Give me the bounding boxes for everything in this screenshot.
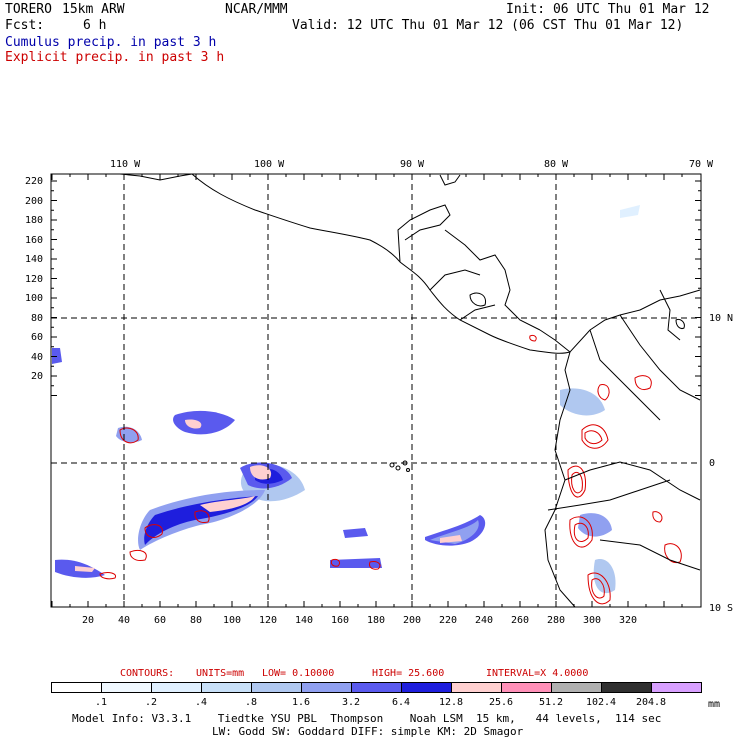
legend-unit: mm	[708, 699, 721, 710]
explicit-precip-contours	[99, 335, 682, 605]
x-tick-label: 60	[154, 615, 167, 626]
model-physics: LW: Godd SW: Goddard DIFF: simple KM: 2D…	[212, 725, 524, 738]
legend-swatch	[201, 682, 252, 693]
y-tick-label: 20	[31, 371, 44, 382]
legend-label: .2	[144, 697, 158, 708]
legend-label: 204.8	[635, 697, 667, 708]
lon-label-110w: 110 W	[110, 159, 141, 170]
x-tick-label: 240	[475, 615, 494, 626]
x-tick-label: 180	[367, 615, 386, 626]
axis-ticks	[51, 174, 701, 607]
legend-swatch	[651, 682, 702, 693]
x-tick-label: 80	[190, 615, 203, 626]
lon-label-80w: 80 W	[544, 159, 569, 170]
model-info: Model Info: V3.3.1 Tiedtke YSU PBL Thomp…	[72, 712, 662, 725]
x-tick-label: 160	[331, 615, 350, 626]
x-tick-label: 120	[259, 615, 278, 626]
x-tick-label: 100	[223, 615, 242, 626]
field-cumulus-label: Cumulus precip. in past 3 h	[5, 35, 217, 50]
y-tick-label: 100	[25, 293, 44, 304]
legend-label: .8	[244, 697, 258, 708]
y-tick-label: 160	[25, 234, 44, 246]
x-tick-label: 280	[547, 615, 566, 626]
lon-label-100w: 100 W	[254, 159, 285, 170]
forecast-label: Fcst:	[5, 18, 45, 33]
x-tick-label: 140	[295, 615, 314, 626]
legend-label: 3.2	[341, 697, 361, 708]
valid-time: Valid: 12 UTC Thu 01 Mar 12 (06 CST Thu …	[292, 18, 684, 33]
y-tick-label: 200	[25, 195, 44, 207]
x-tick-label: 40	[118, 615, 131, 626]
legend-swatch	[101, 682, 152, 693]
y-tick-label: 80	[31, 312, 44, 324]
lat-lon-grid	[51, 174, 701, 607]
y-tick-label: 40	[31, 351, 44, 363]
contours-label: CONTOURS:	[120, 668, 175, 679]
legend-swatch	[301, 682, 352, 693]
legend-swatch	[51, 682, 102, 693]
x-tick-label: 20	[82, 615, 95, 626]
forecast-hour: 6 h	[83, 18, 107, 33]
legend-swatch	[251, 682, 302, 693]
lat-label-10s: 10 S	[709, 603, 734, 614]
legend-label: 102.4	[585, 697, 617, 708]
legend-swatch	[351, 682, 402, 693]
field-explicit-label: Explicit precip. in past 3 h	[5, 50, 225, 65]
contours-interval: INTERVAL=X 4.0000	[486, 668, 589, 679]
legend-label: 12.8	[438, 697, 464, 708]
lon-label-70w: 70 W	[689, 159, 714, 170]
organization: NCAR/MMM	[225, 2, 288, 17]
legend-swatch	[401, 682, 452, 693]
contours-high: HIGH= 25.600	[372, 668, 445, 679]
contours-low: LOW= 0.10000	[262, 668, 335, 679]
cumulus-precip-shading	[52, 205, 640, 594]
x-tick-label: 320	[619, 615, 638, 626]
x-tick-label: 200	[403, 615, 422, 626]
x-tick-label: 220	[439, 615, 458, 626]
legend-label: 1.6	[291, 697, 311, 708]
model-resolution: 15km ARW	[62, 2, 125, 17]
contours-units: UNITS=mm	[196, 668, 245, 679]
y-tick-label: 60	[31, 332, 44, 343]
explicit-precip-shading	[75, 419, 462, 572]
y-tick-label: 140	[25, 254, 44, 265]
coastlines	[119, 173, 701, 608]
y-tick-label: 120	[25, 273, 44, 285]
legend-swatch	[501, 682, 552, 693]
lat-label-10n: 10 N	[709, 313, 734, 324]
lat-label-0: 0	[709, 458, 716, 469]
lon-label-90w: 90 W	[400, 159, 425, 170]
legend-label: .1	[94, 697, 108, 708]
legend-label: 6.4	[391, 697, 411, 708]
y-tick-label: 180	[25, 215, 44, 226]
legend-label: 25.6	[488, 697, 514, 708]
model-name: TORERO	[5, 2, 52, 17]
legend-label: 51.2	[538, 697, 564, 708]
legend-swatch	[551, 682, 602, 693]
y-tick-label: 220	[25, 176, 44, 187]
x-tick-label: 260	[511, 615, 530, 626]
init-time: Init: 06 UTC Thu 01 Mar 12	[506, 2, 710, 17]
legend-swatch	[451, 682, 502, 693]
legend-swatch	[151, 682, 202, 693]
x-tick-label: 300	[583, 615, 602, 626]
legend-label: .4	[194, 697, 208, 708]
legend-swatch	[601, 682, 652, 693]
